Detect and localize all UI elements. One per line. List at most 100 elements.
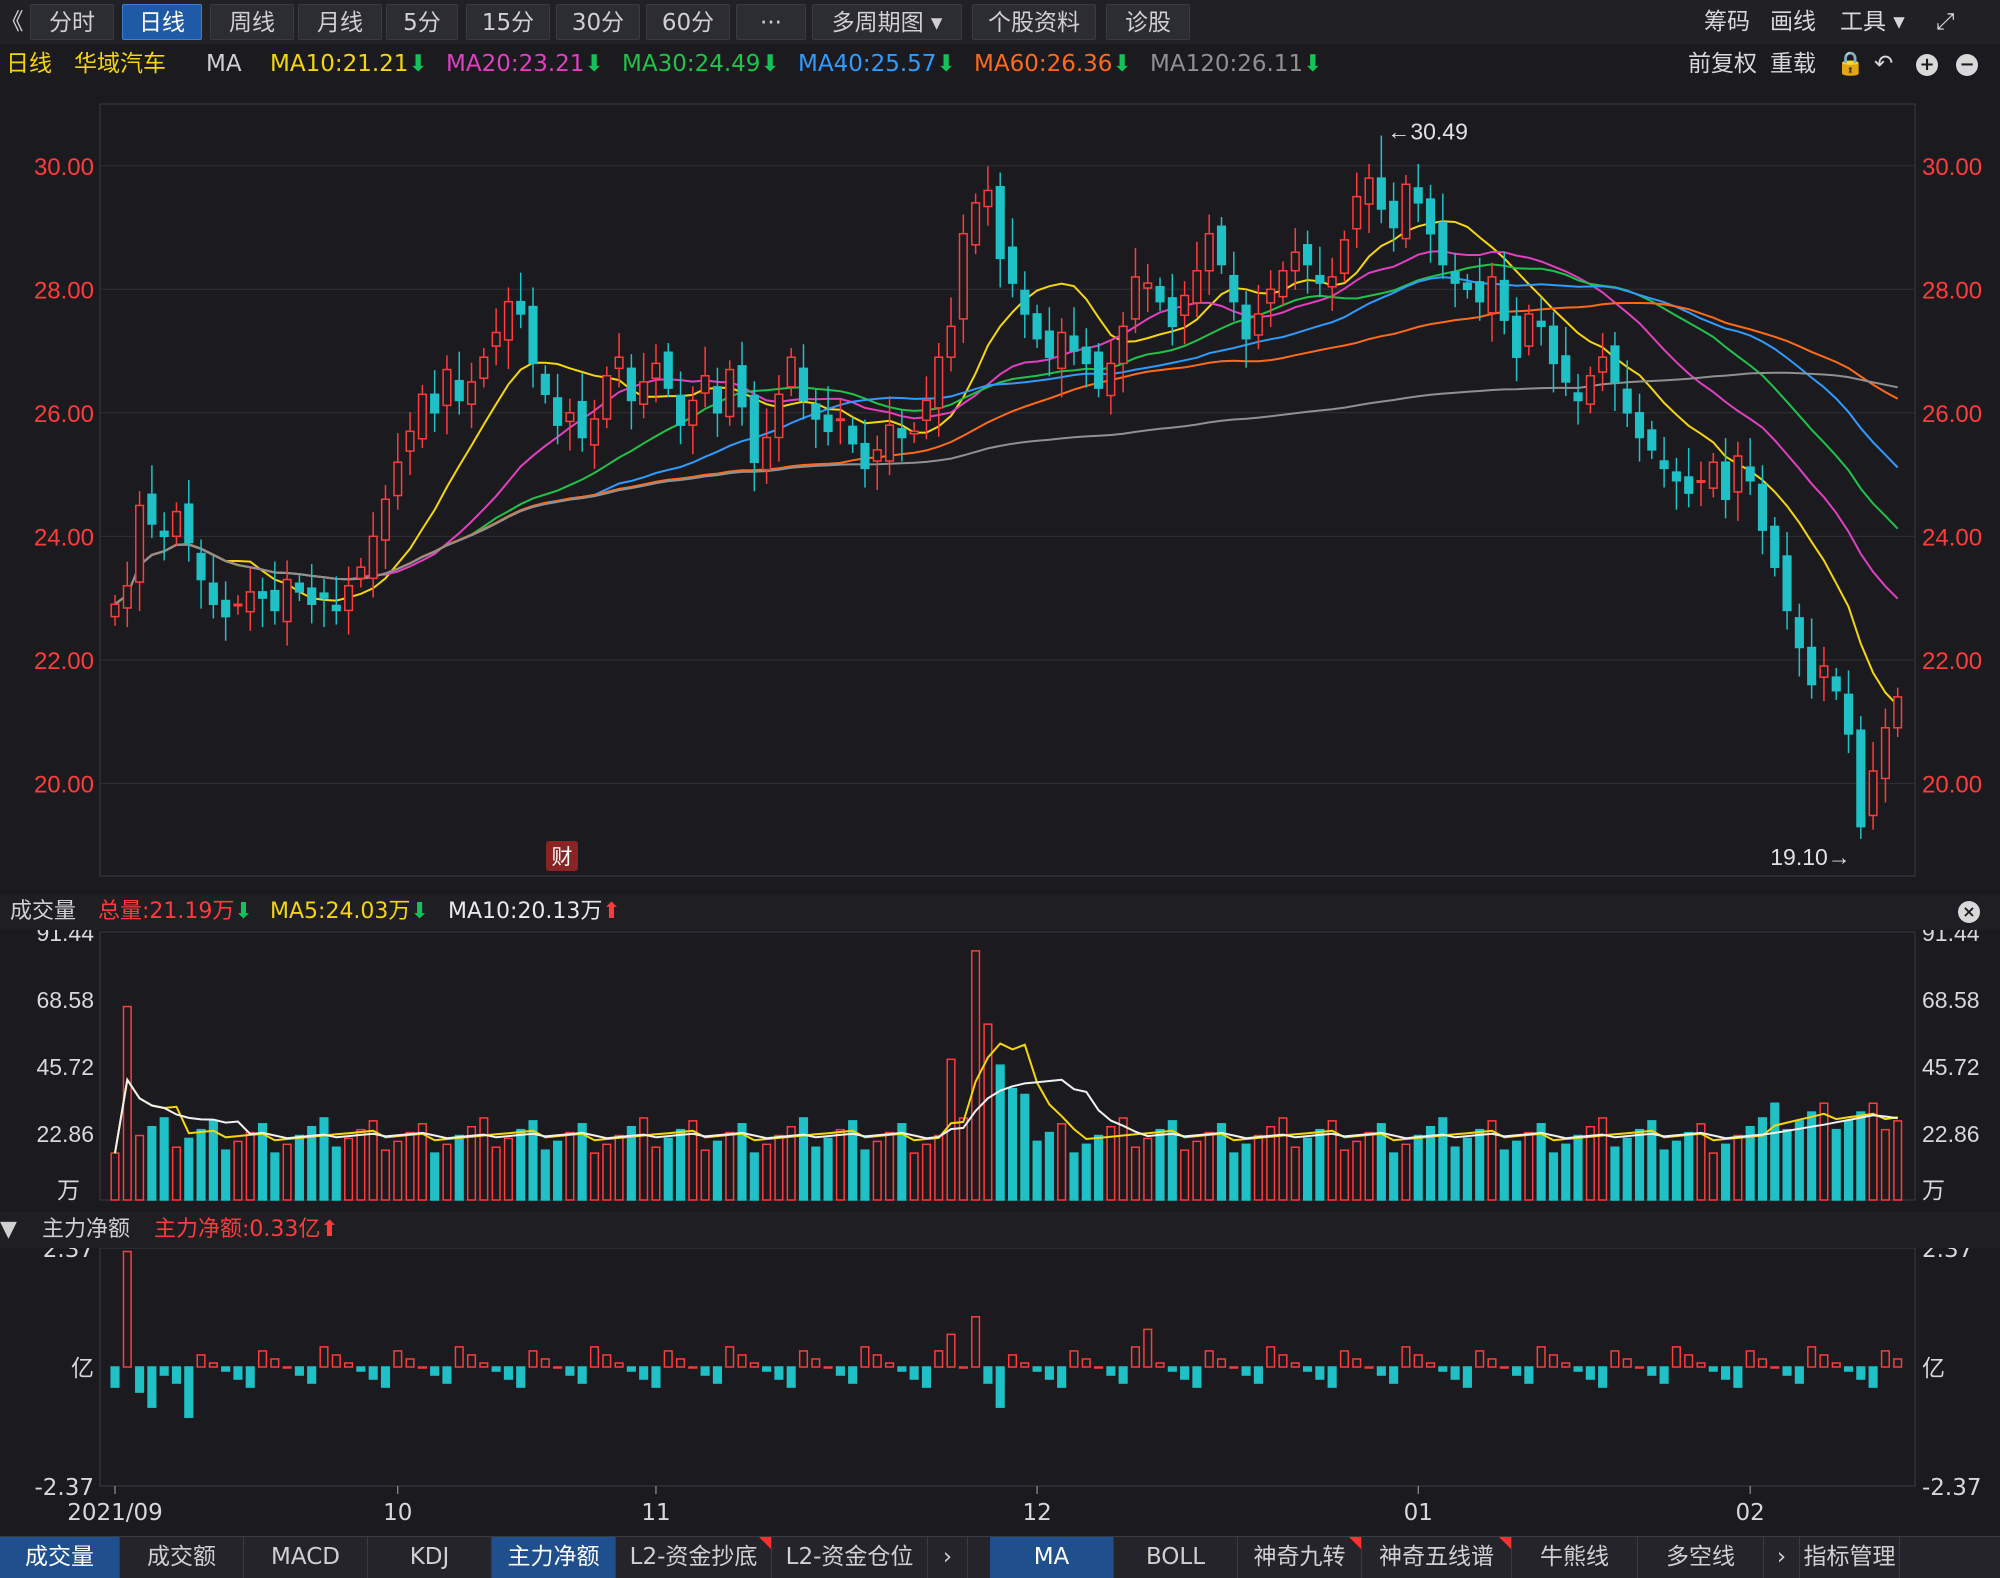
flow-bar — [356, 1366, 366, 1372]
candle-body — [1130, 276, 1141, 320]
tab-weekly[interactable]: 周线 — [210, 4, 294, 40]
flow-bar — [368, 1366, 378, 1380]
candle-body — [651, 362, 661, 379]
more-periods-button[interactable]: ··· — [736, 4, 806, 40]
flow-bar — [897, 1366, 907, 1372]
flow-bar — [651, 1366, 661, 1388]
tab-30min[interactable]: 30分 — [556, 4, 640, 40]
ma-line-ma10 — [114, 220, 1899, 707]
zoom-in-icon[interactable]: + — [1916, 48, 1938, 80]
tab-intraday[interactable]: 分时 — [30, 4, 114, 40]
flow-bar — [835, 1366, 845, 1376]
price-labels: 30.00 30.00 28.00 28.00 26.00 26.00 24.00 24.00… — [34, 118, 1982, 871]
period-toolbar: 《 分时 日线 周线 月线 5分 15分 30分 60分 ··· 多周期图 ▾ … — [0, 0, 2000, 44]
indicator-tab-8[interactable]: MA — [990, 1537, 1114, 1578]
flow-title[interactable]: 主力净额 — [42, 1217, 131, 1242]
candle-body — [1487, 276, 1497, 314]
tab-monthly[interactable]: 月线 — [298, 4, 382, 40]
tools-dropdown[interactable]: 工具 ▾ — [1840, 9, 1905, 35]
indicator-tab-3[interactable]: KDJ — [368, 1537, 492, 1578]
indicator-tab-10[interactable]: 神奇九转 — [1238, 1537, 1362, 1578]
volume-bar — [1548, 1152, 1559, 1201]
indicator-tab-13[interactable]: 多空线 — [1638, 1537, 1764, 1578]
candle-body — [405, 430, 415, 452]
flow-bar — [257, 1350, 268, 1368]
period-label: 日线 — [6, 51, 52, 77]
candle-body — [1081, 346, 1091, 365]
zoom-out-icon[interactable]: − — [1956, 48, 1978, 80]
adjust-mode-button[interactable]: 前复权 — [1688, 51, 1757, 77]
indicator-tab-0[interactable]: 成交量 — [0, 1537, 120, 1578]
tab-5min[interactable]: 5分 — [386, 4, 458, 40]
volume-bar — [1376, 1123, 1386, 1201]
indicator-tab-5[interactable]: L2-资金抄底 — [616, 1537, 772, 1578]
volume-bar — [135, 1134, 145, 1201]
ma-legend-bar: 日线 华域汽车 MA MA10:21.21⬇ MA20:23.21⬇ MA30:… — [0, 44, 2000, 84]
flow-bar — [1733, 1366, 1743, 1388]
indicator-tab-15[interactable]: 指标管理 — [1800, 1537, 1900, 1578]
volume-bar — [1610, 1146, 1620, 1201]
stock-info-button[interactable]: 个股资料 — [972, 4, 1096, 40]
volume-bar — [1401, 1143, 1411, 1201]
candles — [110, 135, 1903, 839]
flow-bar — [466, 1354, 477, 1368]
volume-bar — [1389, 1152, 1399, 1201]
volume-bar — [1721, 1143, 1731, 1201]
tab-daily[interactable]: 日线 — [122, 4, 202, 40]
close-icon[interactable]: × — [1958, 896, 1980, 928]
lock-icon[interactable]: 🔒 — [1836, 51, 1865, 77]
flow-bar — [1180, 1366, 1190, 1380]
stock-name: 华域汽车 — [74, 51, 166, 77]
candle-body — [1389, 200, 1399, 229]
candle-body — [1413, 187, 1423, 204]
indicator-tab-2[interactable]: MACD — [244, 1537, 368, 1578]
x-tick-label: 11 — [641, 1500, 670, 1526]
flow-frame — [99, 1247, 1916, 1487]
volume-bar — [1757, 1117, 1768, 1201]
price-tick-right: 28.00 — [1922, 277, 1982, 304]
multi-period-dropdown[interactable]: 多周期图 ▾ — [812, 4, 962, 40]
candle-body — [479, 356, 489, 379]
candle-body — [675, 394, 686, 426]
candle-body — [110, 603, 120, 618]
draw-line-button[interactable]: 画线 — [1770, 9, 1816, 35]
candle-body — [1216, 225, 1227, 266]
candle-body — [1475, 281, 1485, 303]
flow-bar — [946, 1333, 956, 1368]
back-button[interactable]: 《 — [0, 9, 24, 35]
indicator-tab-9[interactable]: BOLL — [1114, 1537, 1238, 1578]
indicator-tab-7[interactable]: › — [928, 1537, 968, 1578]
indicator-tab-6[interactable]: L2-资金仓位 — [772, 1537, 928, 1578]
tab-15min[interactable]: 15分 — [466, 4, 550, 40]
indicator-tab-4[interactable]: 主力净额 — [492, 1537, 616, 1578]
ma30-value: MA30:24.49⬇ — [622, 48, 780, 80]
indicator-tab-1[interactable]: 成交额 — [120, 1537, 244, 1578]
diagnose-button[interactable]: 诊股 — [1106, 4, 1190, 40]
candle-body — [786, 356, 796, 388]
reload-button[interactable]: 重载 — [1770, 51, 1816, 77]
volume-bar — [257, 1123, 268, 1201]
undo-icon[interactable]: ↶ — [1874, 51, 1894, 77]
volume-bar — [1069, 1152, 1079, 1201]
flow-bar — [626, 1366, 636, 1372]
candle-body — [331, 604, 341, 612]
candle-body — [171, 510, 182, 538]
tab-60min[interactable]: 60分 — [646, 4, 730, 40]
chips-button[interactable]: 筹码 — [1704, 9, 1750, 35]
collapse-icon[interactable]: ▼ — [0, 1217, 17, 1242]
volume-title[interactable]: 成交量 — [10, 899, 77, 924]
kline-chart[interactable]: 30.00 30.00 28.00 28.00 26.00 26.00 24.00 24.00… — [0, 84, 2000, 1536]
expand-icon[interactable]: ⤢ — [1936, 9, 1955, 35]
indicator-tab-11[interactable]: 神奇五线谱 — [1362, 1537, 1512, 1578]
flow-bar — [860, 1346, 870, 1368]
ma60-text: MA60:26.36 — [974, 51, 1113, 77]
indicator-tab-14[interactable]: › — [1764, 1537, 1800, 1578]
candle-body — [1106, 362, 1116, 397]
candle-body — [356, 566, 366, 580]
indicator-tab-12[interactable]: 牛熊线 — [1512, 1537, 1638, 1578]
candle-body — [442, 368, 452, 407]
ma-indicator-label[interactable]: MA — [206, 51, 242, 77]
volume-bar — [466, 1125, 477, 1201]
volume-bar — [1241, 1143, 1251, 1201]
flow-bar — [1106, 1366, 1116, 1376]
